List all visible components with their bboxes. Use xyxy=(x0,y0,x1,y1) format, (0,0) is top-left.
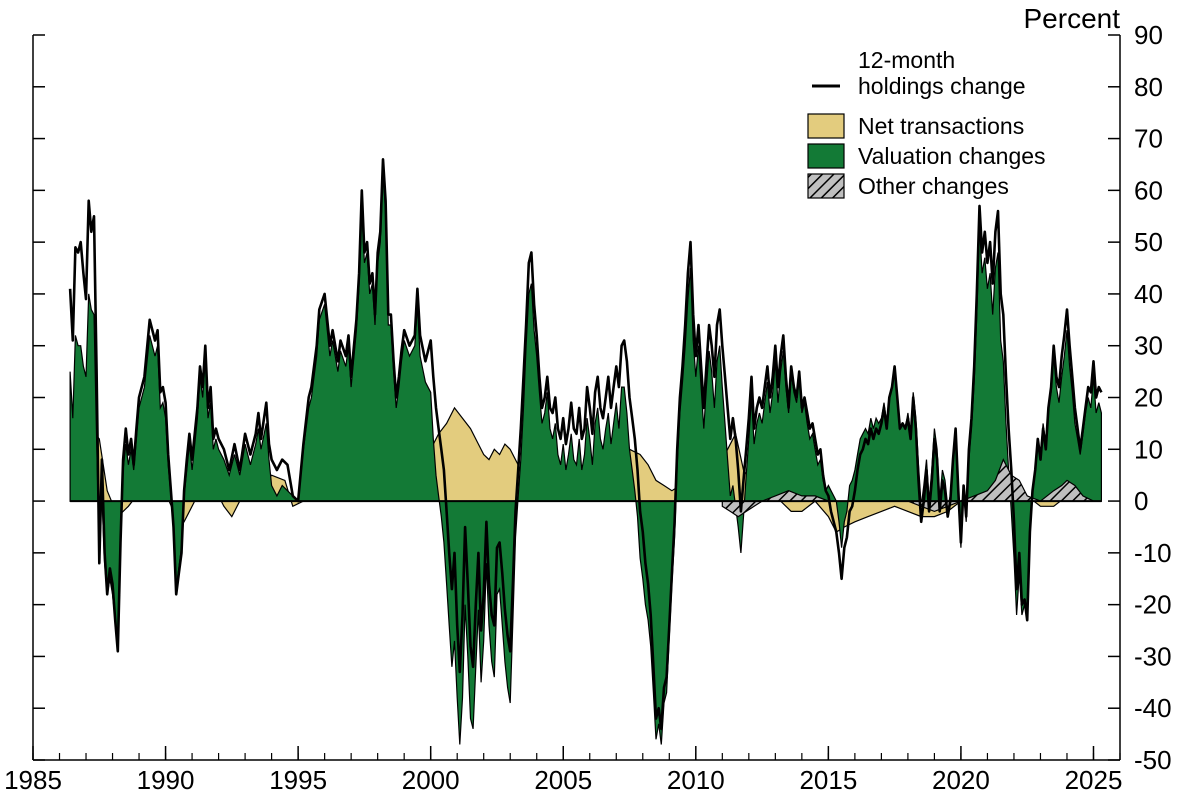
y-tick-label: -10 xyxy=(1134,538,1172,568)
plot-area xyxy=(68,158,1103,745)
x-tick-label: 1985 xyxy=(4,765,62,795)
y-tick-label: -30 xyxy=(1134,641,1172,671)
y-tick-label: 80 xyxy=(1134,72,1163,102)
y-tick-label: 90 xyxy=(1134,20,1163,50)
x-tick-label: 2010 xyxy=(667,765,725,795)
y-tick-label: -40 xyxy=(1134,693,1172,723)
y-tick-label: 20 xyxy=(1134,383,1163,413)
y-tick-label: -20 xyxy=(1134,590,1172,620)
x-tick-label: 2000 xyxy=(402,765,460,795)
y-axis-unit-label: Percent xyxy=(1024,3,1121,34)
legend-label: 12-month xyxy=(858,47,955,73)
x-tick-label: 2015 xyxy=(799,765,857,795)
y-tick-label: 40 xyxy=(1134,279,1163,309)
y-tick-label: 0 xyxy=(1134,486,1148,516)
y-tick-label: 50 xyxy=(1134,227,1163,257)
legend-entry: Valuation changes xyxy=(807,143,1046,169)
legend-entry: Other changes xyxy=(807,173,1009,199)
legend-label: Valuation changes xyxy=(858,143,1046,169)
y-tick-label: 30 xyxy=(1134,331,1163,361)
x-tick-label: 1995 xyxy=(269,765,327,795)
legend-swatch xyxy=(807,173,845,199)
x-tick-label: 2005 xyxy=(534,765,592,795)
x-tick-label: 2020 xyxy=(932,765,990,795)
y-tick-label: 60 xyxy=(1134,175,1163,205)
y-tick-label: 10 xyxy=(1134,434,1163,464)
x-tick-label: 2025 xyxy=(1065,765,1123,795)
y-tick-label: -50 xyxy=(1134,745,1172,775)
series-valuation-changes-area xyxy=(69,174,1102,745)
legend-label: holdings change xyxy=(858,73,1026,99)
legend-label: Other changes xyxy=(858,173,1009,199)
legend-swatch xyxy=(807,113,845,139)
legend-swatch xyxy=(807,143,845,169)
x-tick-label: 1990 xyxy=(137,765,195,795)
series-holdings-change-line xyxy=(68,158,1103,731)
legend-entry: Net transactions xyxy=(807,113,1024,139)
legend-label: Net transactions xyxy=(858,113,1024,139)
y-tick-label: 70 xyxy=(1134,124,1163,154)
